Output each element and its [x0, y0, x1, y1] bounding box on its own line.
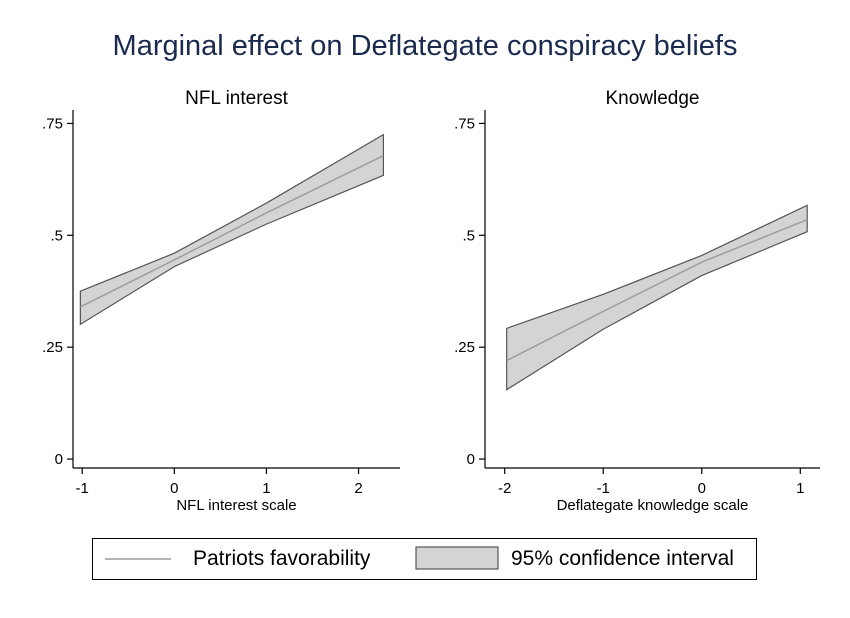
- x-tick-label: -1: [76, 480, 89, 497]
- legend-item-line: Patriots favorability: [103, 539, 370, 579]
- series-line: [506, 218, 808, 362]
- y-tick-label: .5: [462, 227, 475, 244]
- series-line: [80, 155, 384, 308]
- y-tick-label: .5: [50, 227, 63, 244]
- x-axis-label: NFL interest scale: [176, 497, 296, 514]
- legend-line-swatch: [105, 558, 171, 560]
- panel-subtitle: Knowledge: [605, 88, 699, 109]
- panel-subtitle: NFL interest: [185, 88, 288, 109]
- x-tick-label: 2: [354, 480, 362, 497]
- chart-canvas: NFL interest 0 .25 .5 .75 -1 0 1 2 NFL interest s…: [42, 88, 820, 514]
- confidence-band: [506, 204, 808, 391]
- y-tick-label: .25: [454, 339, 475, 356]
- y-tick-label: .75: [42, 115, 63, 132]
- x-tick-label: 0: [698, 480, 706, 497]
- y-tick-label: 0: [467, 451, 475, 468]
- legend-band-label: 95% confidence interval: [511, 547, 734, 570]
- y-tick-label: 0: [55, 451, 63, 468]
- x-tick-label: -2: [498, 480, 511, 497]
- x-axis-label: Deflategate knowledge scale: [557, 497, 749, 514]
- legend-line-label: Patriots favorability: [193, 547, 371, 570]
- chart-title: Marginal effect on Deflategate conspirac…: [112, 30, 738, 62]
- legend-band-swatch: [415, 546, 499, 570]
- x-tick-label: 0: [170, 480, 178, 497]
- y-tick-label: .25: [42, 339, 63, 356]
- y-tick-label: .75: [454, 115, 475, 132]
- confidence-band: [79, 133, 385, 326]
- x-tick-label: -1: [597, 480, 610, 497]
- x-tick-label: 1: [262, 480, 270, 497]
- legend-item-band: 95% confidence interval: [415, 539, 734, 579]
- x-tick-label: 1: [796, 480, 804, 497]
- legend: Patriots favorability 95% confidence int…: [92, 538, 757, 580]
